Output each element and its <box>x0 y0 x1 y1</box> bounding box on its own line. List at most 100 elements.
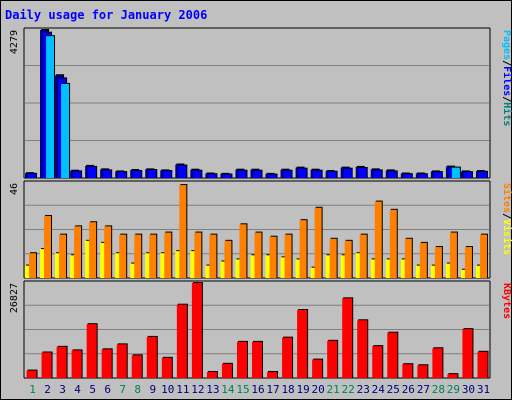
bar-sites-day-25 <box>389 209 397 278</box>
bar-kbytes-day-4 <box>71 350 82 378</box>
bar-kbytes-day-18 <box>282 337 293 378</box>
bar-kbytes-day-29 <box>447 374 458 378</box>
bar-kbytes-day-6 <box>101 349 112 378</box>
bar-files-day-10 <box>163 171 172 178</box>
side-legend-part: / <box>501 213 512 219</box>
bar-files-day-6 <box>103 170 112 178</box>
x-axis-labels: 1 2 3 4 5 6 7 8 9 10 11 12 13 14 15 16 17 18 19 20 21 22 23 24 2… <box>29 383 490 396</box>
bar-kbytes-day-25 <box>387 332 398 378</box>
bar-visits-day-17 <box>265 255 273 278</box>
x-tick-label: 6 <box>104 383 111 396</box>
x-tick-label: 18 <box>281 383 294 396</box>
bar-visits-day-22 <box>340 255 348 278</box>
bar-visits-day-10 <box>160 253 168 278</box>
x-tick-label: 16 <box>251 383 264 396</box>
bar-files-day-15 <box>238 170 247 178</box>
bar-files-day-16 <box>253 170 262 178</box>
bar-files-day-4 <box>73 171 82 178</box>
side-legend-part: Visits <box>501 219 512 255</box>
x-tick-label: 22 <box>342 383 355 396</box>
bar-sites-day-30 <box>464 247 472 278</box>
side-legend-part: / <box>501 96 512 102</box>
x-tick-label: 19 <box>296 383 309 396</box>
bar-kbytes-day-3 <box>56 346 67 378</box>
side-legend: Sites/Visits <box>501 183 512 255</box>
bar-visits-day-5 <box>85 240 93 278</box>
x-tick-label: 12 <box>191 383 204 396</box>
panel-kbytes: 26827 KBytes <box>9 280 512 379</box>
bar-sites-day-8 <box>134 234 142 278</box>
bar-files-day-5 <box>88 166 97 178</box>
bar-visits-day-8 <box>130 263 138 278</box>
bar-kbytes-day-23 <box>357 320 368 378</box>
chart-title: Daily usage for January 2006 <box>5 8 207 22</box>
bar-sites-day-10 <box>164 232 172 278</box>
side-legend: KBytes <box>501 283 512 319</box>
x-tick-label: 20 <box>312 383 325 396</box>
bar-sites-day-2 <box>44 216 52 278</box>
x-tick-label: 30 <box>462 383 475 396</box>
side-legend-part: Hits <box>501 102 512 126</box>
bar-files-day-23 <box>358 167 367 178</box>
bar-kbytes-day-21 <box>327 340 338 378</box>
bar-kbytes-day-1 <box>26 370 37 378</box>
x-tick-label: 5 <box>89 383 96 396</box>
x-tick-label: 24 <box>372 383 386 396</box>
bar-kbytes-day-22 <box>342 298 353 378</box>
side-legend-part: KBytes <box>501 283 512 319</box>
bar-sites-day-31 <box>479 234 487 278</box>
bar-visits-day-14 <box>220 261 228 278</box>
bar-kbytes-day-9 <box>146 336 157 378</box>
bar-files-day-26 <box>403 174 412 178</box>
x-tick-label: 7 <box>119 383 126 396</box>
bar-files-day-18 <box>283 170 292 178</box>
side-legend-part: Files <box>501 66 512 96</box>
bar-sites-day-21 <box>329 238 337 278</box>
series-sites <box>29 184 488 278</box>
bar-sites-day-13 <box>209 234 217 278</box>
x-tick-label: 25 <box>387 383 400 396</box>
bar-visits-day-31 <box>475 265 483 278</box>
bar-visits-day-3 <box>55 253 63 278</box>
bar-sites-day-6 <box>104 226 112 278</box>
bar-visits-day-11 <box>175 251 183 278</box>
bar-pages-day-2 <box>46 36 55 179</box>
bar-sites-day-27 <box>419 242 427 278</box>
side-legend: Pages/Files/Hits <box>501 30 512 126</box>
bar-kbytes-day-14 <box>221 363 232 378</box>
bar-sites-day-1 <box>29 253 36 278</box>
x-tick-label: 29 <box>447 383 460 396</box>
x-tick-label: 27 <box>417 383 430 396</box>
bar-files-day-30 <box>463 172 472 178</box>
bar-visits-day-27 <box>415 265 423 278</box>
series-kbytes <box>26 282 489 378</box>
x-tick-label: 15 <box>236 383 249 396</box>
side-legend-part: / <box>501 60 512 66</box>
bar-files-day-11 <box>178 165 187 178</box>
bar-visits-day-30 <box>460 269 468 278</box>
bar-files-day-1 <box>28 173 36 178</box>
bar-kbytes-day-8 <box>131 355 142 378</box>
bar-files-day-21 <box>328 171 337 178</box>
bar-kbytes-day-30 <box>462 329 473 378</box>
bar-visits-day-20 <box>310 267 318 278</box>
bar-kbytes-day-27 <box>417 365 428 378</box>
x-tick-label: 8 <box>134 383 141 396</box>
x-tick-label: 13 <box>206 383 219 396</box>
bar-sites-day-18 <box>284 234 292 278</box>
bar-visits-day-21 <box>325 255 333 278</box>
bar-sites-day-9 <box>149 234 157 278</box>
bar-kbytes-day-7 <box>116 344 127 378</box>
bar-sites-day-29 <box>449 232 457 278</box>
x-tick-label: 28 <box>432 383 445 396</box>
bar-files-day-13 <box>208 174 217 178</box>
bar-sites-day-24 <box>374 201 382 278</box>
bar-sites-day-28 <box>434 247 442 278</box>
bar-sites-day-22 <box>344 240 352 278</box>
y-max-label: 26827 <box>9 283 20 313</box>
x-tick-label: 23 <box>357 383 370 396</box>
x-tick-label: 11 <box>176 383 189 396</box>
bar-visits-day-1 <box>25 265 32 278</box>
